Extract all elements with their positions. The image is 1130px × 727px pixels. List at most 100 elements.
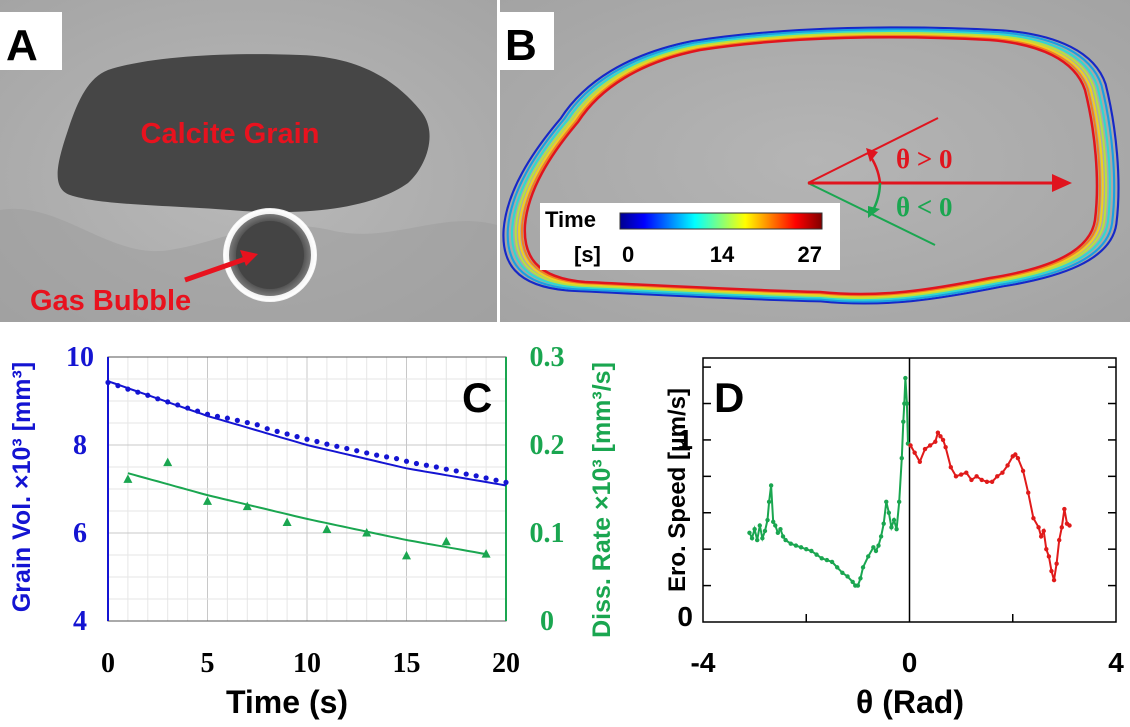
erosion-speed-point (979, 477, 984, 483)
erosion-speed-point (917, 459, 923, 464)
erosion-speed-point (783, 537, 788, 543)
grain-volume-point (403, 458, 410, 464)
grain-volume-point (483, 475, 489, 481)
theta-reference-arrowhead (1052, 174, 1072, 192)
erosion-speed-point (912, 450, 917, 455)
x-tick-label: 4 (1108, 647, 1124, 678)
erosion-speed-point (871, 545, 876, 550)
panel-c-marks (105, 379, 509, 560)
erosion-speed-point (1057, 537, 1062, 543)
erosion-speed-point (858, 576, 863, 581)
erosion-speed-point (1046, 554, 1052, 559)
erosion-speed-point (1031, 516, 1036, 521)
dissolution-rate-point (203, 496, 212, 505)
panel-c-right-y-label: Diss. Rate ×10³ [mm³/s] (588, 362, 616, 638)
erosion-speed-point (762, 528, 768, 534)
erosion-speed-point (1005, 463, 1010, 468)
panel-a-letter: A (6, 21, 38, 70)
erosion-speed-point (886, 510, 892, 515)
panel-c-letter: C (462, 374, 492, 421)
erosion-speed-point (1038, 534, 1044, 539)
grain-volume-point (443, 466, 449, 472)
erosion-speed-point (749, 536, 755, 541)
erosion-speed-point (809, 548, 814, 554)
grain-volume-point (185, 405, 191, 411)
erosion-speed-point (798, 545, 804, 550)
theta-positive-label: θ > 0 (896, 144, 952, 174)
dissolution-rate-point (282, 517, 292, 526)
panel-d-x-label: θ (Rad) (856, 684, 964, 720)
erosion-speed-point (793, 543, 799, 548)
panel-a-letter-box (0, 12, 62, 70)
grain-volume-point (453, 468, 459, 474)
erosion-speed-point (1020, 468, 1026, 474)
grain-volume-point (463, 471, 469, 477)
grain-volume-point (105, 379, 111, 386)
erosion-speed-point (804, 546, 809, 552)
colorbar-tick-27: 27 (798, 242, 822, 267)
erosion-contour-2 (510, 30, 1111, 301)
erosion-speed-point (765, 517, 770, 523)
dissolution-rate-point (481, 549, 491, 558)
time-colorbar: Time [s] 0 14 27 (540, 203, 840, 270)
erosion-speed-point (850, 579, 855, 585)
dissolution-rate-point (163, 457, 173, 467)
grain-volume-point (234, 417, 240, 423)
erosion-contour-3 (514, 32, 1108, 300)
grain-volume-point (214, 413, 221, 419)
grain-volume-point (393, 456, 400, 462)
gas-bubble-label: Gas Bubble (30, 285, 191, 317)
erosion-speed-point (1026, 490, 1031, 495)
erosion-speed-point (780, 534, 786, 539)
erosion-speed-point (757, 523, 762, 528)
panel-d-tick-labels: -4 0 4 0 1 (677, 424, 1124, 678)
panel-b: B θ > 0 θ < 0 Time [s] 0 14 27 (500, 0, 1130, 322)
erosion-speed-point (773, 523, 778, 528)
dissolution-rate-point (242, 501, 252, 511)
erosion-speed-point (933, 439, 938, 444)
grain-volume-point (294, 434, 300, 440)
erosion-speed-point (940, 437, 946, 443)
erosion-speed-point (768, 483, 774, 488)
fit-line-left (107, 380, 507, 487)
erosion-speed-point (860, 565, 866, 570)
x-tick-label: 0 (101, 648, 115, 679)
erosion-speed-point (1036, 525, 1041, 530)
grain-volume-point (364, 450, 370, 456)
erosion-contours (502, 26, 1120, 305)
erosion-speed-point (1015, 455, 1021, 461)
erosion-speed-point (896, 499, 902, 505)
erosion-speed-point (958, 472, 964, 477)
erosion-speed-point (943, 445, 948, 450)
erosion-speed-point (819, 556, 824, 561)
grain-volume-point (314, 438, 320, 445)
theta-negative-label: θ < 0 (896, 192, 952, 222)
right-y-tick-label: 0 (540, 606, 554, 637)
left-y-tick-label: 6 (73, 518, 87, 549)
erosion-speed-point (938, 434, 943, 439)
erosion-speed-point (889, 525, 894, 530)
erosion-speed-point (1067, 523, 1072, 528)
panel-b-letter: B (505, 21, 537, 70)
erosion-speed-point (995, 474, 1000, 479)
grain-volume-point (224, 415, 230, 421)
erosion-speed-point (1051, 577, 1057, 583)
fit-line-right (127, 472, 487, 556)
erosion-speed-point (1054, 561, 1059, 566)
calcite-grain-label: Calcite Grain (141, 118, 320, 150)
grain-volume-point (165, 399, 171, 405)
erosion-speed-point (989, 479, 995, 485)
grain-volume-point (304, 436, 310, 442)
y-tick-label: 1 (677, 424, 693, 455)
grain-volume-point (135, 389, 141, 395)
grain-volume-point (493, 477, 499, 483)
erosion-speed-point (894, 526, 899, 532)
erosion-speed-point (788, 541, 793, 546)
left-y-tick-label: 4 (73, 606, 87, 637)
colorbar-title: Time (545, 207, 596, 232)
grain-volume-point (433, 464, 439, 470)
grain-volume-point (145, 392, 151, 398)
erosion-speed-point (927, 443, 933, 448)
theta-negative-arc-head (868, 206, 880, 218)
grain-volume-point (175, 402, 181, 408)
